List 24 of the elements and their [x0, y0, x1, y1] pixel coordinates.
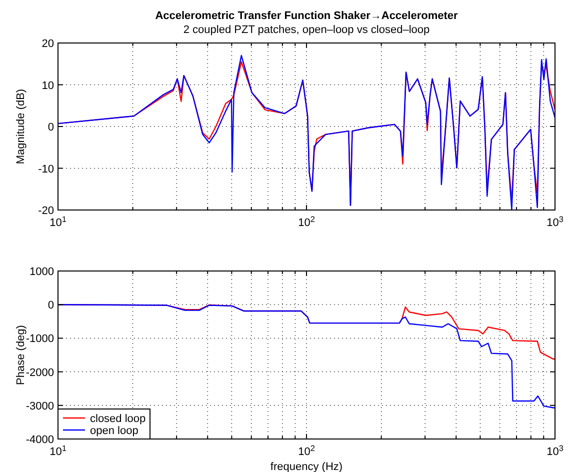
chart-subtitle: 2 coupled PZT patches, open–loop vs closed–loop — [183, 24, 430, 36]
chart-title: Accelerometric Transfer Function Shaker→Accelerometer — [155, 10, 459, 22]
x-tick-label: 10$^{1}$ — [50, 214, 67, 229]
x-tick-label: 10$^{3}$ — [546, 444, 564, 458]
y-axis-title: Magnitude (dB) — [15, 88, 27, 164]
x-tick-label: 10$^{1}$ — [50, 444, 67, 458]
y-tick-label: -3000 — [26, 400, 54, 412]
y-tick-label: 0 — [48, 122, 54, 134]
x-tick-label: 10$^{3}$ — [546, 214, 564, 229]
legend-label: closed loop — [90, 413, 146, 425]
y-tick-label: -10 — [38, 163, 54, 176]
y-tick-label: 0 — [48, 300, 54, 312]
x-tick-label: 10$^{2}$ — [298, 214, 316, 229]
y-axis-title: Phase (deg) — [15, 325, 27, 385]
y-tick-label: 10 — [42, 80, 54, 92]
y-tick-label: -4000 — [26, 434, 54, 446]
y-tick-label: 20 — [42, 38, 54, 50]
y-tick-label: 1000 — [30, 266, 54, 278]
y-tick-label: -2000 — [26, 366, 54, 379]
y-tick-label: -1000 — [26, 333, 54, 346]
x-axis-title: frequency (Hz) — [270, 461, 343, 472]
legend-label: open loop — [90, 425, 138, 437]
x-tick-label: 10$^{2}$ — [298, 444, 316, 458]
y-tick-label: -20 — [38, 205, 54, 217]
